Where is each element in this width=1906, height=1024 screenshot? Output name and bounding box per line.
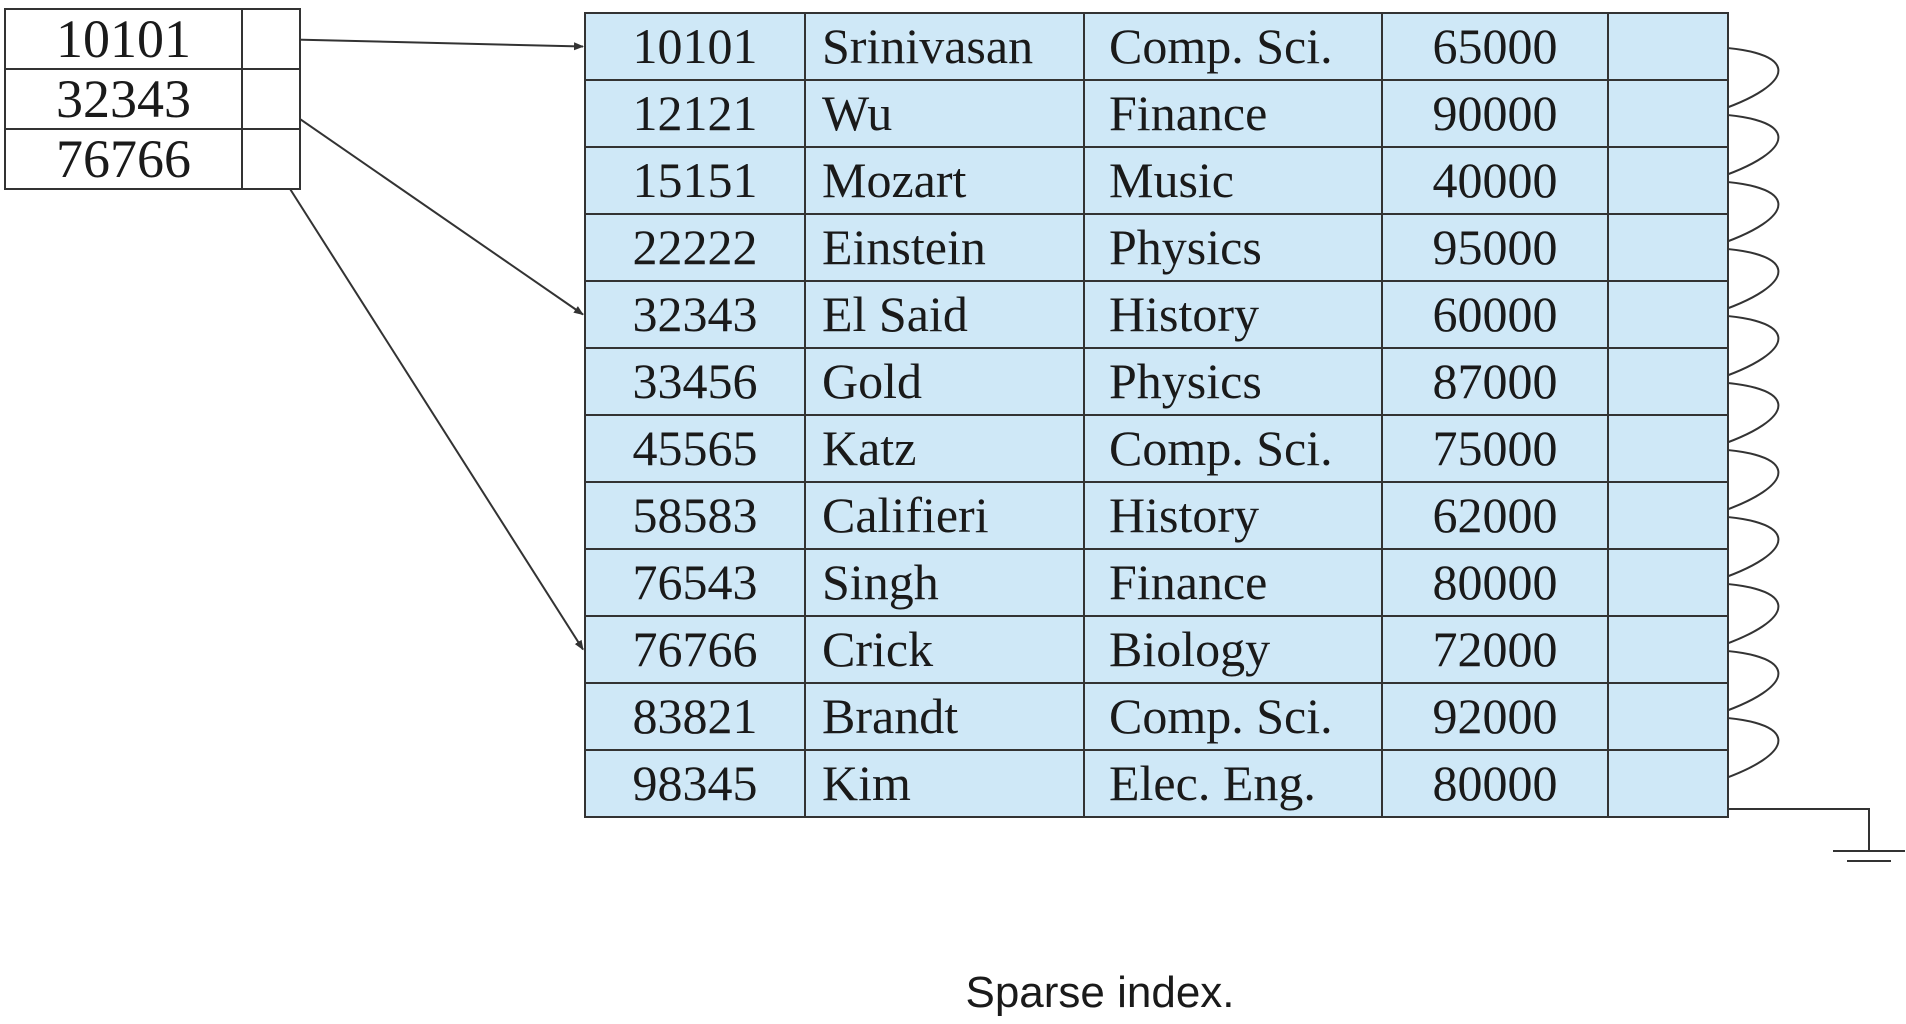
record-dept: History [1083,481,1383,550]
record-name: Califieri [804,481,1085,550]
record-id: 10101 [584,12,806,81]
record-next-pointer-cell [1607,213,1729,282]
record-salary: 60000 [1381,280,1609,349]
record-salary: 75000 [1381,414,1609,483]
record-id: 32343 [584,280,806,349]
record-dept: Comp. Sci. [1083,12,1383,81]
record-id: 76543 [584,548,806,617]
record-next-pointer-cell [1607,414,1729,483]
figure-caption: Sparse index. [965,968,1235,1017]
index-entry: 10101 [4,8,301,70]
record-dept: Finance [1083,79,1383,148]
record-row: 76766 Crick Biology 72000 [584,615,1729,684]
record-next-pointer-cell [1607,280,1729,349]
record-name: Katz [804,414,1085,483]
record-id: 45565 [584,414,806,483]
record-name: Mozart [804,146,1085,215]
record-row: 12121 Wu Finance 90000 [584,79,1729,148]
record-row: 32343 El Said History 60000 [584,280,1729,349]
index-pointer-cell [241,68,301,130]
record-id: 98345 [584,749,806,818]
index-key: 76766 [4,128,243,190]
record-name: Crick [804,615,1085,684]
index-pointer-arrow [270,158,584,651]
record-id: 12121 [584,79,806,148]
record-id: 76766 [584,615,806,684]
record-row: 83821 Brandt Comp. Sci. 92000 [584,682,1729,751]
record-salary: 65000 [1381,12,1609,81]
record-next-pointer-cell [1607,146,1729,215]
record-row: 58583 Califieri History 62000 [584,481,1729,550]
record-name: Gold [804,347,1085,416]
record-salary: 80000 [1381,749,1609,818]
index-pointer-arrow [270,98,584,316]
record-next-pointer-cell [1607,347,1729,416]
record-row: 98345 Kim Elec. Eng. 80000 [584,749,1729,818]
record-row: 76543 Singh Finance 80000 [584,548,1729,617]
record-name: Singh [804,548,1085,617]
null-pointer-line [1680,808,1870,851]
record-next-pointer-cell [1607,481,1729,550]
record-dept: Biology [1083,615,1383,684]
record-name: Wu [804,79,1085,148]
record-salary: 80000 [1381,548,1609,617]
record-row: 15151 Mozart Music 40000 [584,146,1729,215]
record-salary: 95000 [1381,213,1609,282]
record-dept: Physics [1083,347,1383,416]
record-salary: 90000 [1381,79,1609,148]
record-dept: Comp. Sci. [1083,682,1383,751]
record-dept: Music [1083,146,1383,215]
record-next-pointer-cell [1607,12,1729,81]
record-name: Einstein [804,213,1085,282]
data-file: 10101 Srinivasan Comp. Sci. 65000 12121 Wu Fin… [584,12,1729,818]
record-salary: 40000 [1381,146,1609,215]
record-dept: History [1083,280,1383,349]
record-name: El Said [804,280,1085,349]
record-row: 45565 Katz Comp. Sci. 75000 [584,414,1729,483]
index-pointer-cell [241,128,301,190]
record-salary: 92000 [1381,682,1609,751]
record-dept: Elec. Eng. [1083,749,1383,818]
record-salary: 87000 [1381,347,1609,416]
record-dept: Comp. Sci. [1083,414,1383,483]
record-id: 83821 [584,682,806,751]
index-entry: 76766 [4,128,301,190]
index-file: 10101 32343 76766 [4,8,301,190]
record-row: 10101 Srinivasan Comp. Sci. 65000 [584,12,1729,81]
record-row: 22222 Einstein Physics 95000 [584,213,1729,282]
record-salary: 62000 [1381,481,1609,550]
record-next-pointer-cell [1607,548,1729,617]
record-row: 33456 Gold Physics 87000 [584,347,1729,416]
index-entry: 32343 [4,68,301,130]
record-id: 58583 [584,481,806,550]
record-dept: Physics [1083,213,1383,282]
record-salary: 72000 [1381,615,1609,684]
record-id: 22222 [584,213,806,282]
record-next-pointer-cell [1607,682,1729,751]
record-name: Brandt [804,682,1085,751]
record-name: Srinivasan [804,12,1085,81]
record-id: 15151 [584,146,806,215]
index-pointer-cell [241,8,301,70]
index-key: 10101 [4,8,243,70]
record-next-pointer-cell [1607,79,1729,148]
index-key: 32343 [4,68,243,130]
record-name: Kim [804,749,1085,818]
index-pointer-arrow [270,38,584,51]
record-next-pointer-cell [1607,615,1729,684]
record-dept: Finance [1083,548,1383,617]
record-id: 33456 [584,347,806,416]
record-next-pointer-cell [1607,749,1729,818]
